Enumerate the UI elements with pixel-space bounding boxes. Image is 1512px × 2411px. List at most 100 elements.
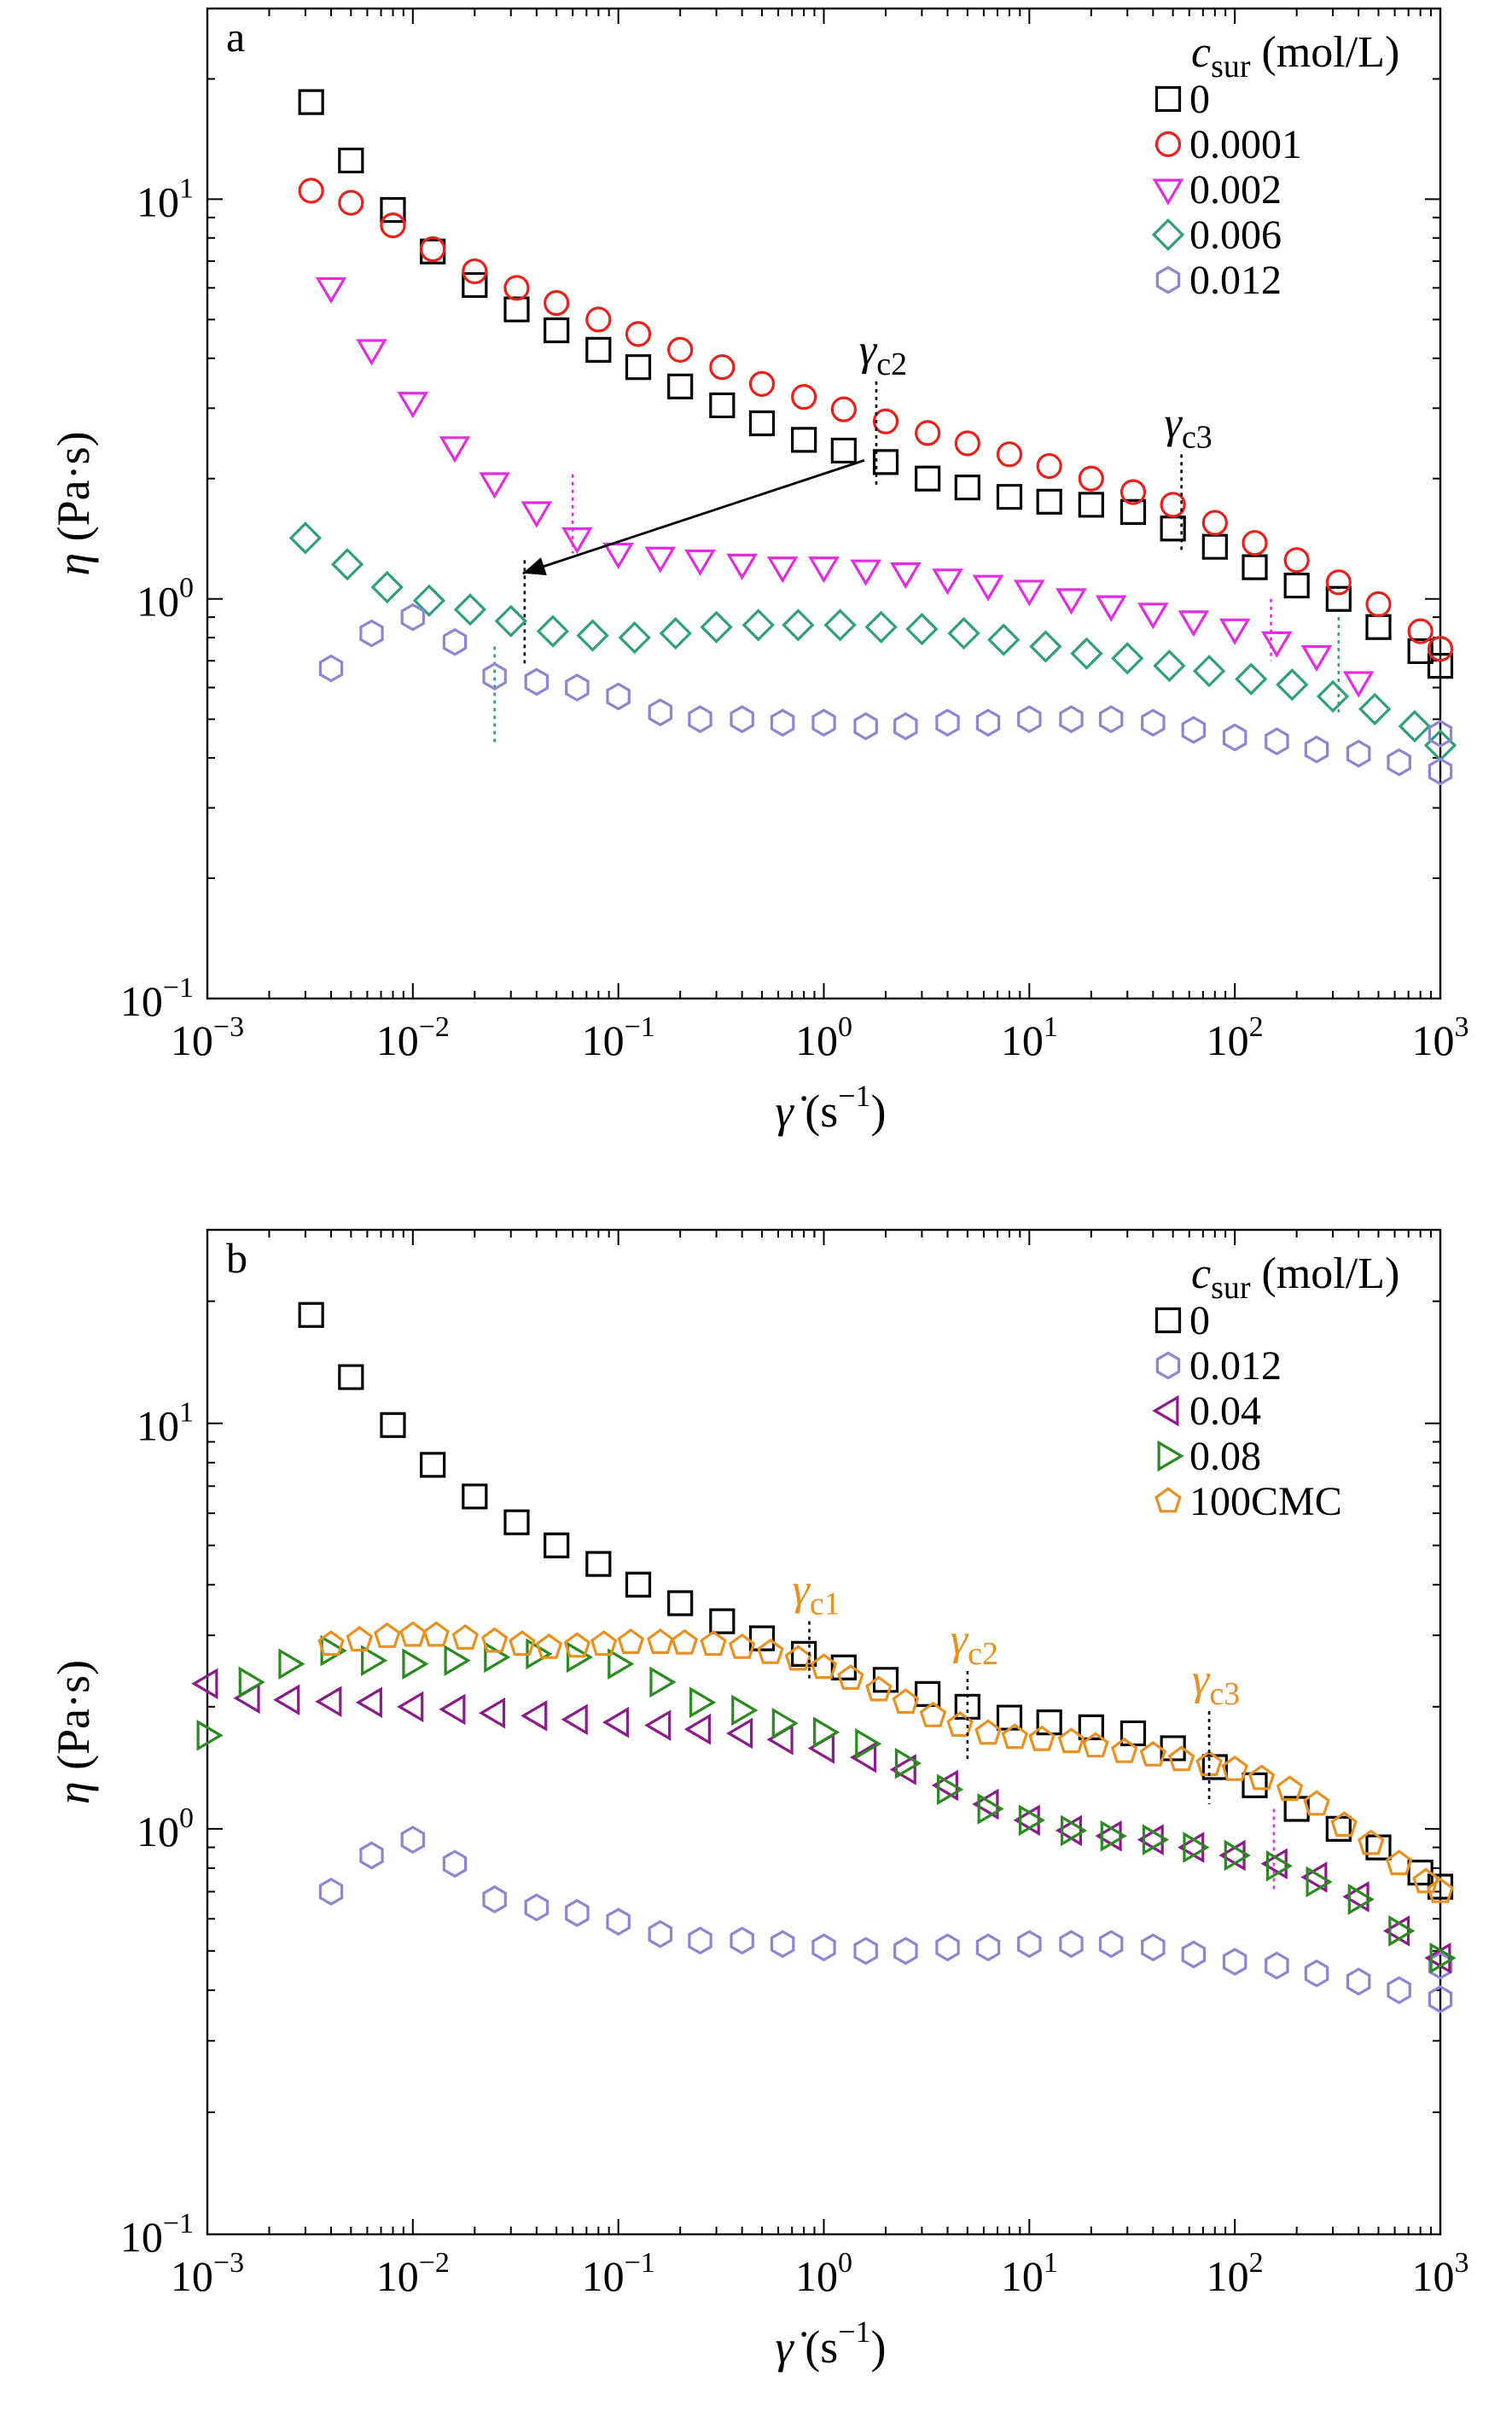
legend-label: 0.006 [1189, 213, 1282, 258]
legend-title: csur (mol/L) [1191, 1249, 1399, 1306]
data-point [1342, 671, 1375, 698]
data-point [439, 1693, 466, 1726]
data-point [1018, 1804, 1046, 1837]
data-point [1017, 705, 1042, 734]
data-point [889, 1754, 916, 1785]
data-point [872, 449, 899, 475]
data-point [1160, 1735, 1186, 1762]
data-point [741, 609, 775, 642]
data-point [935, 708, 960, 737]
data-point [919, 1701, 947, 1727]
data-point [996, 484, 1023, 510]
legend-label: 100CMC [1189, 1479, 1342, 1524]
data-point [606, 682, 631, 711]
data-point [1316, 679, 1350, 713]
data-point [855, 1727, 882, 1760]
data-point [1388, 1915, 1416, 1947]
data-point [894, 1747, 922, 1779]
data-point [946, 1711, 974, 1737]
data-point [974, 1719, 1002, 1745]
data-point [482, 1885, 507, 1913]
data-point [561, 527, 593, 555]
data-point [1242, 1772, 1268, 1799]
data-point [338, 189, 364, 216]
data-point [402, 1648, 429, 1680]
data-point [937, 1773, 964, 1806]
data-point [1001, 1723, 1029, 1750]
data-point [709, 1608, 736, 1634]
data-point [561, 1703, 588, 1736]
data-point [420, 238, 446, 265]
data-point [1201, 533, 1228, 560]
data-point [811, 1933, 836, 1962]
data-point [544, 1532, 570, 1558]
data-point [1365, 614, 1392, 640]
data-point [644, 546, 677, 574]
legend-marker [1155, 1351, 1181, 1380]
data-point [608, 1648, 635, 1680]
data-point [784, 1645, 812, 1671]
data-point [671, 1628, 698, 1655]
data-point [1283, 547, 1310, 574]
data-point [536, 614, 570, 648]
trend-arrow [522, 459, 865, 575]
data-point [585, 306, 612, 333]
data-point [576, 619, 609, 652]
data-point [1427, 653, 1454, 679]
data-point [509, 1630, 536, 1657]
legend-title: csur (mol/L) [1191, 28, 1399, 84]
data-point [618, 620, 651, 655]
x-tick-label: 102 [1207, 1011, 1264, 1064]
data-point [1387, 1976, 1411, 2005]
data-point [1078, 465, 1104, 492]
data-point [1365, 591, 1392, 618]
data-point [987, 623, 1021, 656]
data-point [585, 336, 612, 363]
legend-label: 0.08 [1189, 1434, 1261, 1479]
critical-rate-label: γc3 [1192, 1656, 1240, 1712]
data-point [757, 1638, 784, 1664]
data-point [1427, 1877, 1454, 1903]
data-point [813, 1716, 840, 1749]
data-point [1283, 1796, 1310, 1822]
data-point [524, 1893, 550, 1922]
data-point [644, 1709, 672, 1741]
data-point [524, 667, 550, 696]
data-point [298, 89, 324, 115]
data-point [892, 1688, 920, 1715]
data-point [278, 1648, 305, 1680]
y-tick-label: 10−1 [120, 972, 194, 1025]
data-point [1429, 1942, 1457, 1974]
data-point [1183, 1832, 1210, 1863]
data-point [355, 1686, 382, 1719]
data-point [728, 1633, 756, 1659]
data-point [1061, 1814, 1088, 1847]
data-point [1119, 498, 1147, 525]
legend-marker [1152, 178, 1184, 206]
data-point [748, 410, 776, 437]
data-point [359, 619, 384, 648]
data-point [648, 698, 673, 727]
data-point [849, 1741, 877, 1773]
series-0.002 [315, 277, 1375, 698]
data-point [1029, 630, 1062, 663]
data-point [1218, 618, 1251, 645]
data-point [1057, 1727, 1085, 1754]
legend-label: 0 [1189, 1298, 1210, 1343]
data-point [315, 277, 347, 304]
data-point [400, 603, 426, 632]
data-point [1110, 1737, 1138, 1763]
data-point [1036, 452, 1062, 480]
data-point [648, 1919, 673, 1948]
data-point [374, 1622, 401, 1648]
data-point [771, 1707, 799, 1739]
data-point [1181, 715, 1207, 744]
x-tick-label: 10−2 [376, 2247, 450, 2300]
data-point [700, 610, 733, 644]
legend-marker [1155, 265, 1181, 294]
data-point [1358, 1829, 1385, 1855]
data-point [850, 559, 881, 586]
data-point [503, 296, 530, 323]
data-point [905, 613, 939, 646]
data-point [1201, 510, 1228, 536]
